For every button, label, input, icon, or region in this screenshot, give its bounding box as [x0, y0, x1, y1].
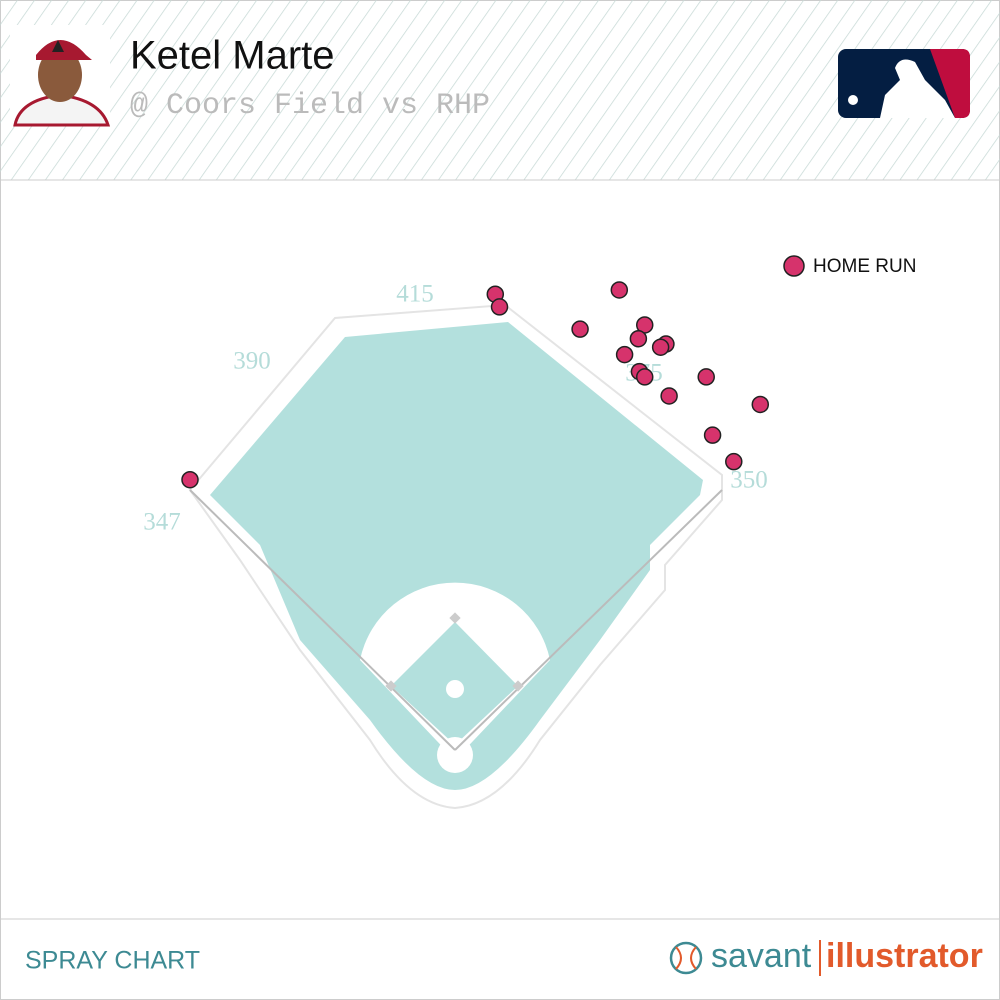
hit-point [635, 368, 654, 386]
mlb-logo [838, 49, 970, 118]
brand-ball [669, 941, 703, 975]
headshot [10, 25, 111, 127]
hit-point [703, 426, 722, 444]
legend-marker [783, 255, 805, 277]
hit-point [697, 368, 715, 386]
hit-point [181, 470, 199, 489]
wall-distance: 347 [143, 509, 181, 536]
legend-label: HOME RUN [813, 256, 916, 277]
hit-point [571, 320, 589, 338]
hit-point [610, 281, 629, 299]
brand-illustrator: illustrator [826, 937, 983, 975]
hit-point [725, 452, 743, 471]
hit-point [651, 338, 670, 356]
brand-savant: savant [711, 937, 812, 975]
field [188, 303, 723, 810]
wall-distance: 390 [233, 348, 271, 375]
hit-point [615, 345, 634, 364]
wall-distance: 415 [396, 281, 434, 308]
hit-point [751, 395, 770, 414]
footer-label: SPRAY CHART [25, 947, 200, 975]
hit-point [629, 329, 648, 348]
hit-point [490, 298, 509, 316]
subtitle: @ Coors Field vs RHP [130, 89, 490, 123]
points [181, 281, 770, 489]
header-bg [0, 0, 1000, 180]
title: Ketel Marte [130, 34, 335, 78]
wall-distance: 350 [730, 467, 768, 494]
hit-point [660, 387, 678, 405]
